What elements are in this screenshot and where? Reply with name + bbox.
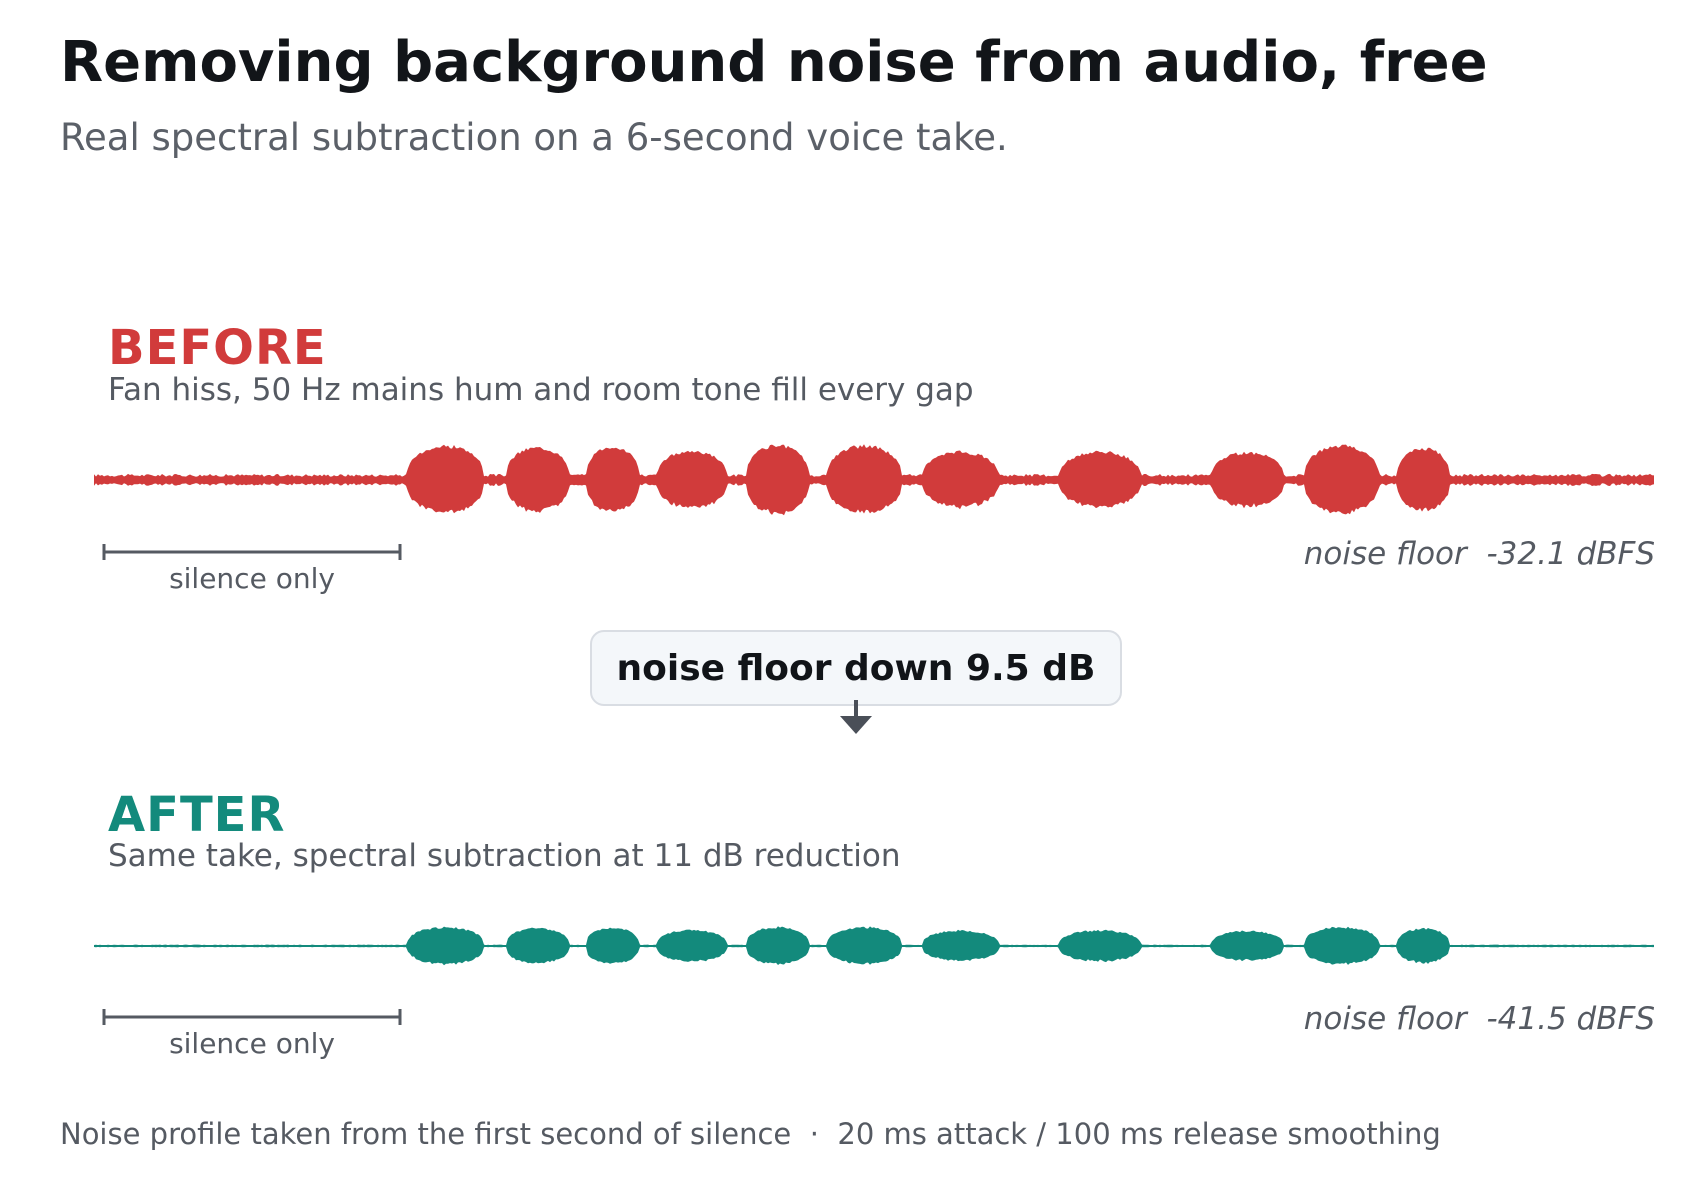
after-waveform	[94, 926, 1654, 966]
page-title: Removing background noise from audio, fr…	[60, 30, 1488, 95]
after-silence-bracket	[102, 1009, 402, 1025]
before-label: BEFORE	[108, 320, 327, 376]
noise-reduction-callout: noise floor down 9.5 dB	[590, 630, 1122, 706]
footnote: Noise profile taken from the first secon…	[60, 1117, 1441, 1151]
before-waveform	[94, 444, 1654, 516]
after-label: AFTER	[108, 787, 286, 843]
after-noise-floor: noise floor -41.5 dBFS	[1303, 1001, 1655, 1037]
page-subtitle: Real spectral subtraction on a 6-second …	[60, 116, 1008, 159]
callout-text: noise floor down 9.5 dB	[616, 647, 1096, 689]
before-noise-floor: noise floor -32.1 dBFS	[1303, 536, 1655, 572]
before-description: Fan hiss, 50 Hz mains hum and room tone …	[108, 372, 974, 408]
after-silence-label: silence only	[169, 1027, 335, 1060]
down-arrow-icon	[840, 700, 872, 734]
before-silence-bracket	[102, 544, 402, 560]
before-silence-label: silence only	[169, 562, 335, 595]
after-description: Same take, spectral subtraction at 11 dB…	[108, 838, 901, 874]
